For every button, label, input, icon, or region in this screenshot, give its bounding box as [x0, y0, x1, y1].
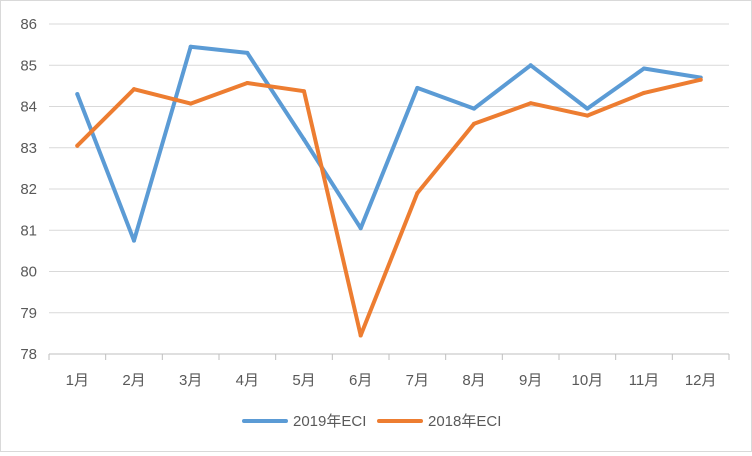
- data-point: [585, 113, 590, 118]
- data-point: [528, 63, 533, 68]
- data-point: [415, 85, 420, 90]
- series-line-1: [75, 77, 703, 338]
- series-lines: [75, 44, 703, 338]
- y-tick-label: 84: [20, 99, 37, 116]
- x-tick-label: 6月: [349, 372, 372, 389]
- x-axis: [48, 353, 730, 360]
- x-tick-label: 3月: [179, 372, 202, 389]
- series-line-0: [75, 44, 703, 243]
- legend: 2019年ECI 2018年ECI: [242, 413, 501, 430]
- y-tick-label: 82: [20, 181, 37, 198]
- data-point: [698, 77, 703, 82]
- x-axis-tick-labels: 1月 2月 3月 4月 5月 6月 7月 8月 9月 10月 11月 12月: [66, 372, 717, 389]
- x-tick-label: 12月: [685, 372, 717, 389]
- data-point: [188, 101, 193, 106]
- data-point: [358, 226, 363, 231]
- y-tick-label: 83: [20, 140, 37, 157]
- data-point: [585, 106, 590, 111]
- data-point: [245, 50, 250, 55]
- legend-label-2019: 2019年ECI: [293, 413, 366, 430]
- data-point: [642, 90, 646, 95]
- y-tick-label: 79: [20, 305, 37, 322]
- y-tick-label: 78: [20, 346, 37, 363]
- y-axis-tick-labels: 78 79 80 81 82 83 84 85 86: [20, 16, 37, 363]
- x-tick-label: 1月: [66, 372, 89, 389]
- y-tick-label: 86: [20, 16, 37, 33]
- data-point: [245, 80, 250, 85]
- data-point: [75, 143, 80, 148]
- x-tick-label: 7月: [406, 372, 429, 389]
- data-point: [75, 92, 80, 97]
- x-tick-label: 4月: [236, 372, 259, 389]
- x-tick-label: 8月: [462, 372, 485, 389]
- data-point: [132, 87, 136, 92]
- data-point: [302, 137, 306, 142]
- data-point: [132, 238, 136, 243]
- data-point: [472, 106, 476, 111]
- x-tick-label: 9月: [519, 372, 542, 389]
- y-tick-label: 81: [20, 222, 37, 239]
- data-point: [528, 101, 533, 106]
- x-tick-label: 5月: [292, 372, 315, 389]
- data-point: [358, 333, 363, 338]
- x-tick-label: 2月: [122, 372, 145, 389]
- data-point: [188, 44, 193, 49]
- x-tick-label: 11月: [629, 372, 660, 389]
- data-point: [472, 121, 476, 126]
- legend-label-2018: 2018年ECI: [428, 413, 501, 430]
- data-point: [415, 191, 420, 196]
- data-point: [302, 89, 306, 94]
- y-tick-label: 85: [20, 57, 37, 74]
- y-tick-label: 80: [20, 264, 37, 281]
- data-point: [642, 66, 646, 71]
- x-tick-label: 10月: [571, 372, 603, 389]
